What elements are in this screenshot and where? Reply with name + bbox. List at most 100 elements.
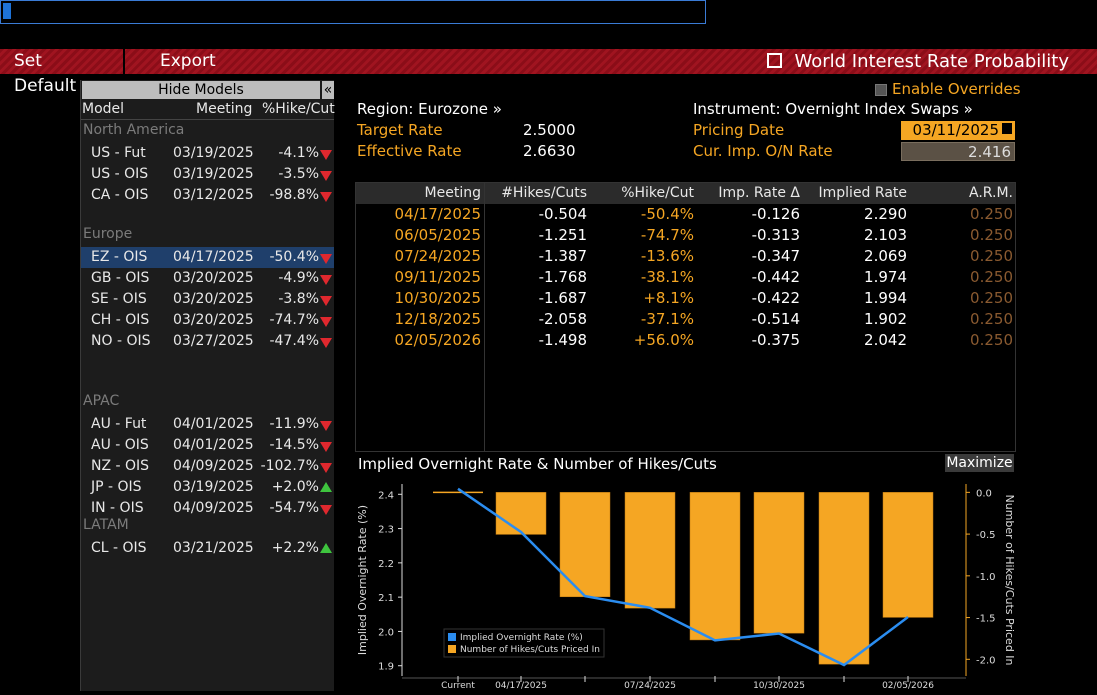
- model-row[interactable]: GB - OIS 03/20/2025 -4.9%: [81, 268, 334, 289]
- models-header: Model Meeting %Hike/Cut: [81, 100, 335, 120]
- model-pct: -102.7%: [260, 458, 319, 474]
- down-arrow-icon: [320, 338, 332, 348]
- table-cell: -2.058: [538, 310, 587, 328]
- table-cell: 0.250: [970, 268, 1013, 286]
- model-meeting: 03/19/2025: [173, 479, 254, 495]
- model-pct: -74.7%: [269, 312, 319, 328]
- model-row[interactable]: EZ - OIS 04/17/2025 -50.4%: [81, 247, 334, 268]
- model-row[interactable]: NO - OIS 03/27/2025 -47.4%: [81, 331, 334, 352]
- legend-swatch-line: [448, 633, 456, 641]
- model-meeting: 03/12/2025: [173, 187, 254, 203]
- x-tick-label: Current: [441, 681, 475, 691]
- table-cell: -1.687: [538, 289, 587, 307]
- enable-overrides-label[interactable]: Enable Overrides: [892, 80, 1021, 98]
- table-cell: -0.375: [751, 331, 800, 349]
- table-cell: +56.0%: [633, 331, 694, 349]
- left-tick-label: 2.0: [378, 627, 394, 638]
- column-header[interactable]: Implied Rate: [818, 185, 907, 201]
- model-row[interactable]: NZ - OIS 04/09/2025 -102.7%: [81, 456, 334, 477]
- model-meeting: 03/27/2025: [173, 333, 254, 349]
- down-arrow-icon: [320, 296, 332, 306]
- region-selector[interactable]: Region: Eurozone »: [357, 100, 502, 118]
- model-pct: -47.4%: [269, 333, 319, 349]
- x-tick-label: 10/30/2025: [753, 681, 805, 691]
- table-cell[interactable]: 04/17/2025: [394, 205, 481, 223]
- model-row[interactable]: SE - OIS 03/20/2025 -3.8%: [81, 289, 334, 310]
- model-pct: -54.7%: [269, 500, 319, 516]
- rate-chart[interactable]: 2.4 2.3 2.2 2.1 2.0 1.9 0.0 -0.5 -1.0 -1.5 -2.0 Imp…: [354, 474, 1016, 691]
- column-header[interactable]: A.R.M.: [969, 185, 1013, 201]
- model-name: NZ - OIS: [91, 458, 150, 474]
- enable-overrides-checkbox[interactable]: [875, 84, 887, 96]
- column-header[interactable]: #Hikes/Cuts: [501, 185, 587, 201]
- model-row[interactable]: CA - OIS 03/12/2025 -98.8%: [81, 185, 334, 206]
- right-tick-label: 0.0: [976, 488, 992, 499]
- table-cell: -13.6%: [640, 247, 694, 265]
- target-rate-value: 2.5000: [523, 121, 576, 139]
- left-tick-label: 2.1: [378, 593, 394, 604]
- model-row[interactable]: AU - OIS 04/01/2025 -14.5%: [81, 435, 334, 456]
- table-cell[interactable]: 09/11/2025: [394, 268, 481, 286]
- header-meeting[interactable]: Meeting: [196, 101, 253, 117]
- model-row[interactable]: IN - OIS 04/09/2025 -54.7%: [81, 498, 334, 519]
- set-default-button[interactable]: Set Default: [0, 49, 125, 96]
- instrument-selector[interactable]: Instrument: Overnight Index Swaps »: [693, 100, 973, 118]
- calendar-icon[interactable]: [1002, 123, 1012, 134]
- table-cell: 1.974: [864, 268, 907, 286]
- model-row[interactable]: CL - OIS 03/21/2025 +2.2%: [81, 538, 334, 559]
- model-meeting: 03/20/2025: [173, 291, 254, 307]
- table-cell: 1.902: [864, 310, 907, 328]
- legend-box: [443, 628, 605, 658]
- model-pct: -11.9%: [269, 416, 319, 432]
- table-cell[interactable]: 12/18/2025: [394, 310, 481, 328]
- model-name: US - OIS: [91, 166, 149, 182]
- effective-rate-label: Effective Rate: [357, 142, 462, 160]
- target-rate-label: Target Rate: [357, 121, 443, 139]
- down-arrow-icon: [320, 463, 332, 473]
- column-header[interactable]: Meeting: [424, 185, 481, 201]
- model-row[interactable]: JP - OIS 03/19/2025 +2.0%: [81, 477, 334, 498]
- model-name: IN - OIS: [91, 500, 144, 516]
- right-tick-label: -1.5: [976, 614, 996, 625]
- pop-out-icon[interactable]: [767, 53, 783, 68]
- command-line[interactable]: [0, 0, 706, 24]
- chart-title: Implied Overnight Rate & Number of Hikes…: [358, 455, 717, 473]
- pricing-date-input[interactable]: 03/11/2025: [901, 121, 1015, 140]
- model-row[interactable]: AU - Fut 04/01/2025 -11.9%: [81, 414, 334, 435]
- collapse-icon[interactable]: «: [322, 81, 334, 99]
- model-row[interactable]: US - OIS 03/19/2025 -3.5%: [81, 164, 334, 185]
- table-cell: -0.313: [751, 226, 800, 244]
- table-cell[interactable]: 07/24/2025: [394, 247, 481, 265]
- model-name: CL - OIS: [91, 540, 147, 556]
- hide-models-button[interactable]: Hide Models: [82, 81, 320, 99]
- column-header[interactable]: %Hike/Cut: [621, 185, 694, 201]
- table-cell: +8.1%: [643, 289, 694, 307]
- column-header[interactable]: Imp. Rate Δ: [718, 185, 800, 201]
- maximize-button[interactable]: Maximize: [945, 454, 1014, 472]
- group-label: North America: [83, 122, 185, 138]
- table-cell: 0.250: [970, 205, 1013, 223]
- table-cell: 2.290: [864, 205, 907, 223]
- model-row[interactable]: US - Fut 03/19/2025 -4.1%: [81, 143, 334, 164]
- model-meeting: 03/21/2025: [173, 540, 254, 556]
- export-button[interactable]: Export: [160, 51, 216, 71]
- model-row[interactable]: CH - OIS 03/20/2025 -74.7%: [81, 310, 334, 331]
- header-model[interactable]: Model: [82, 101, 125, 117]
- table-cell[interactable]: 06/05/2025: [394, 226, 481, 244]
- models-panel: Hide Models « Model Meeting %Hike/Cut No…: [80, 80, 335, 691]
- table-header: Meeting #Hikes/Cuts %Hike/Cut Imp. Rate Δ Im…: [356, 183, 1015, 204]
- table-cell: -0.504: [538, 205, 587, 223]
- cur-imp-rate-field[interactable]: 2.416: [901, 142, 1015, 161]
- header-pct[interactable]: %Hike/Cut: [262, 101, 335, 117]
- table-cell[interactable]: 02/05/2026: [394, 331, 481, 349]
- cur-imp-rate-label: Cur. Imp. O/N Rate: [693, 142, 833, 160]
- model-meeting: 04/01/2025: [173, 437, 254, 453]
- model-meeting: 04/17/2025: [173, 249, 254, 265]
- table-cell[interactable]: 10/30/2025: [394, 289, 481, 307]
- right-tick-label: -2.0: [976, 655, 996, 666]
- group-label: Europe: [83, 226, 133, 242]
- down-arrow-icon: [320, 254, 332, 264]
- menu-bar: Set Default Export World Interest Rate P…: [0, 49, 1097, 96]
- model-pct: +2.2%: [271, 540, 319, 556]
- bar: [624, 492, 676, 609]
